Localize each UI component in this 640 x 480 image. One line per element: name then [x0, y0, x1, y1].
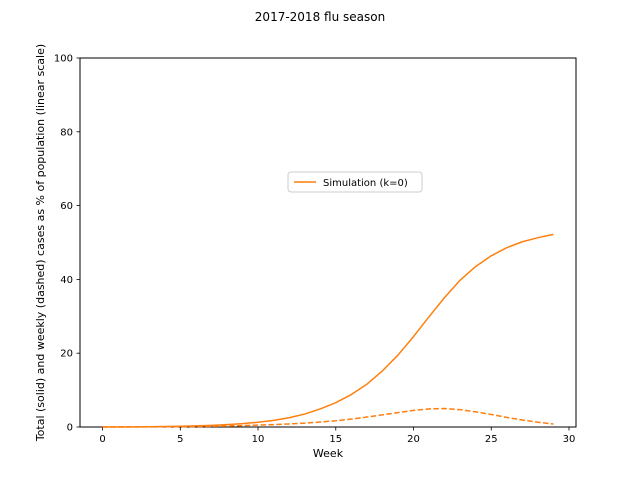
y-axis: 0 20 40 60 80 100 [54, 54, 80, 434]
x-tick-label: 30 [563, 434, 576, 445]
y-axis-label: Total (solid) and weekly (dashed) cases … [34, 44, 47, 442]
x-axis: 0 5 10 15 20 25 30 [99, 427, 575, 445]
x-tick-label: 20 [407, 434, 420, 445]
y-tick-label: 0 [67, 423, 73, 434]
y-tick-label: 40 [60, 275, 73, 286]
series-layer [102, 233, 554, 428]
x-tick-label: 25 [485, 434, 498, 445]
chart-title: 2017-2018 flu season [255, 10, 385, 24]
x-tick-label: 5 [177, 434, 183, 445]
x-axis-label: Week [313, 447, 344, 460]
y-tick-label: 60 [60, 201, 73, 212]
legend-label: Simulation (k=0) [323, 178, 408, 189]
series-line-weekly [102, 407, 554, 428]
plot-frame [79, 57, 577, 428]
legend: Simulation (k=0) [287, 171, 423, 193]
x-tick-label: 0 [99, 434, 105, 445]
y-tick-label: 20 [60, 349, 73, 360]
series-line-total [102, 233, 554, 428]
y-tick-label: 100 [54, 54, 73, 65]
x-tick-label: 15 [329, 434, 342, 445]
x-tick-label: 10 [252, 434, 265, 445]
legend-box [287, 171, 423, 193]
y-tick-label: 80 [60, 127, 73, 138]
